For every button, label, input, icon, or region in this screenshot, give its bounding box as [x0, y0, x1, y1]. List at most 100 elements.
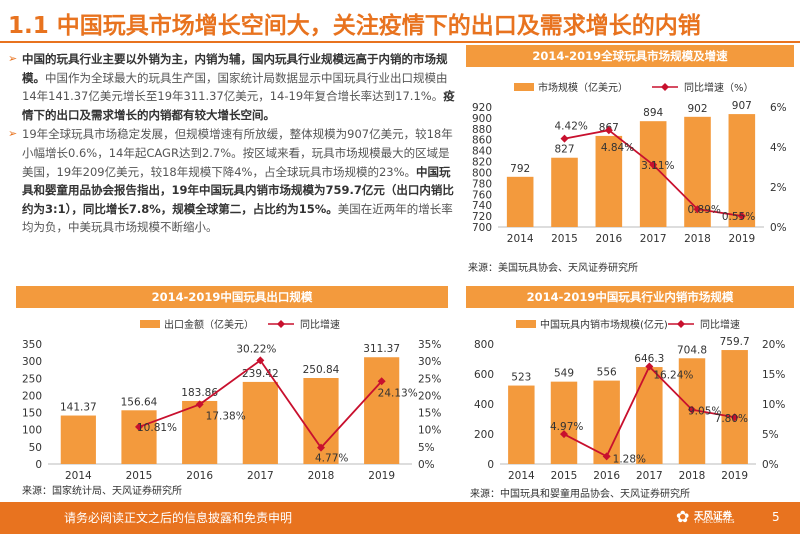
bullet-1-bold-a: 中国的玩具行业主要以外销为主，内销为辅，国内玩具行业规模远高于内销的市场规模。 — [22, 52, 448, 85]
y-left-tick-label: 780 — [472, 178, 492, 190]
bullet-item-2: ➢ 19年全球玩具市场稳定发展，但规模增速有所放缓，整体规模为907亿美元，较1… — [8, 125, 460, 237]
y-left-tick-label: 700 — [472, 222, 492, 234]
bar-value-label: 549 — [554, 368, 574, 380]
legend-bar-swatch — [140, 320, 160, 328]
growth-point — [560, 134, 569, 143]
legend-bar-swatch — [514, 83, 534, 91]
y-right-tick-label: 20% — [762, 339, 785, 351]
growth-point — [604, 126, 613, 135]
chart-svg: 市场规模（亿美元） 同比增速（%） 700720740760780800820840… — [472, 81, 787, 245]
y-left-tick-label: 740 — [472, 200, 492, 212]
y-right-tick-label: 35% — [418, 339, 441, 351]
page-number: 5 — [772, 510, 780, 524]
y-left-tick-label: 820 — [472, 157, 492, 169]
bar — [728, 114, 756, 227]
domestic-chart: 中国玩具内销市场规模(亿元) 同比增速 0 200 400 600 800 0% 5% 10% 15… — [462, 312, 796, 482]
bar-value-label: 250.84 — [303, 364, 340, 376]
growth-point — [688, 405, 696, 414]
chart-svg: 中国玩具内销市场规模(亿元) 同比增速 0 200 400 600 800 0% 5% 10% 15… — [474, 318, 785, 482]
export-chart-source: 来源：国家统计局、天风证券研究所 — [22, 486, 182, 497]
y-left-tick-label: 0 — [487, 459, 494, 471]
bar — [550, 381, 578, 464]
bar-value-label: 141.37 — [60, 402, 97, 414]
y-left-tick-label: 760 — [472, 189, 492, 201]
bar-value-label: 556 — [597, 367, 617, 379]
bar-value-label: 907 — [732, 100, 752, 112]
bar — [636, 367, 663, 464]
bar — [595, 135, 623, 227]
x-tick-label: 2019 — [728, 233, 755, 245]
y-left-tick-label: 300 — [22, 356, 42, 368]
x-tick-label: 2019 — [721, 470, 748, 482]
y-right-tick-label: 15% — [418, 408, 441, 420]
bar — [721, 350, 748, 464]
growth-value-label: 4.77% — [315, 453, 348, 465]
bullet-item-1: ➢ 中国的玩具行业主要以外销为主，内销为辅，国内玩具行业规模远高于内销的市场规模… — [8, 50, 460, 124]
chart-legend: 出口金额（亿美元） 同比增速 — [140, 318, 340, 331]
bar-value-label: 183.86 — [181, 387, 218, 399]
legend-line-label: 同比增速 — [300, 318, 340, 331]
x-tick-label: 2016 — [595, 233, 622, 245]
growth-value-label: 0.55% — [722, 211, 755, 223]
x-tick-label: 2015 — [126, 470, 153, 482]
disclaimer-text: 请务必阅读正文之后的信息披露和免责申明 — [64, 511, 293, 525]
growth-value-label: 0.89% — [688, 204, 721, 216]
y-left-tick-label: 0 — [35, 459, 42, 471]
bar — [60, 415, 96, 464]
growth-point — [649, 160, 658, 169]
export-chart: 出口金额（亿美元） 同比增速 0 50 100 150 200 250 300 350 0% 5% 10… — [10, 312, 458, 482]
y-left-tick-label: 150 — [22, 408, 42, 420]
bullet-2-text-b: 美国在近两年的增长率均为负，中美玩具市场规模不断缩小。 — [22, 201, 453, 235]
title-divider — [0, 41, 800, 43]
y-left-tick-label: 350 — [22, 339, 42, 351]
growth-value-label: 4.84% — [601, 142, 634, 154]
legend-line-marker — [277, 320, 285, 328]
growth-value-label: 24.13% — [378, 387, 418, 399]
bullet-2-text-a: 19年全球玩具市场稳定发展，但规模增速有所放缓，整体规模为907亿美元，较18年… — [22, 127, 453, 179]
bar — [242, 381, 278, 464]
bullet-2-bold-b: 中国玩具和婴童用品协会报告指出，19年中国玩具内销市场规模为759.7亿元（出口… — [22, 164, 454, 216]
x-tick-label: 2017 — [640, 233, 667, 245]
bar — [593, 380, 620, 464]
y-left-tick-label: 600 — [474, 369, 494, 381]
logo-brand: 天风证券 — [694, 511, 733, 522]
chart-svg: 出口金额（亿美元） 同比增速 0 50 100 150 200 250 300 350 0% 5% 10… — [22, 318, 441, 482]
growth-value-label: 10.81% — [137, 422, 177, 434]
bar — [182, 400, 218, 464]
bullet-1-bold-b: 疫情下的出口及需求增长的内销都有较大增长空间。 — [22, 89, 455, 122]
domestic-chart-source: 来源：中国玩具和婴童用品协会、天风证券研究所 — [470, 489, 690, 500]
bar-value-label: 792 — [510, 163, 530, 175]
bar-value-label: 311.37 — [363, 343, 400, 355]
bar — [121, 410, 157, 464]
bullet-list: ➢ 中国的玩具行业主要以外销为主，内销为辅，国内玩具行业规模远高于内销的市场规模… — [8, 50, 460, 238]
company-logo: ✿ 天风证券 TF SECURITIES — [676, 507, 744, 529]
y-right-tick-label: 25% — [418, 373, 441, 385]
y-right-tick-label: 20% — [418, 390, 441, 402]
bullet-1-text-a: 中国作为全球最大的玩具生产国，国家统计局数据显示中国玩具行业出口规模由14年14… — [22, 70, 448, 104]
bar-value-label: 827 — [554, 144, 574, 156]
y-left-tick-label: 800 — [472, 167, 492, 179]
chart-legend: 中国玩具内销市场规模(亿元) 同比增速 — [516, 318, 740, 331]
growth-point — [645, 362, 654, 371]
y-left-tick-label: 200 — [22, 390, 42, 402]
x-tick-label: 2014 — [507, 233, 534, 245]
page-title: 1.1 中国玩具市场增长空间大，关注疫情下的出口及需求增长的内销 — [8, 13, 701, 39]
growth-point — [693, 205, 702, 214]
x-tick-label: 2016 — [593, 470, 620, 482]
y-right-tick-label: 10% — [762, 399, 785, 411]
bar-value-label: 704.8 — [677, 344, 707, 356]
bar-value-label: 902 — [687, 103, 707, 115]
x-tick-label: 2018 — [679, 470, 706, 482]
global-chart-source: 来源：美国玩具协会、天风证券研究所 — [468, 263, 638, 274]
y-right-tick-label: 10% — [418, 425, 441, 437]
y-left-tick-label: 200 — [474, 429, 494, 441]
y-left-tick-label: 400 — [474, 399, 494, 411]
growth-value-label: 7.80% — [715, 413, 748, 425]
x-tick-label: 2018 — [684, 233, 711, 245]
bar-value-label: 759.7 — [720, 336, 750, 348]
logo-brand-en: TF SECURITIES — [694, 519, 735, 525]
legend-bar-label: 中国玩具内销市场规模(亿元) — [540, 318, 668, 331]
legend-line-marker — [661, 83, 669, 91]
legend-line-marker — [677, 320, 685, 328]
growth-value-label: 4.97% — [550, 421, 583, 433]
